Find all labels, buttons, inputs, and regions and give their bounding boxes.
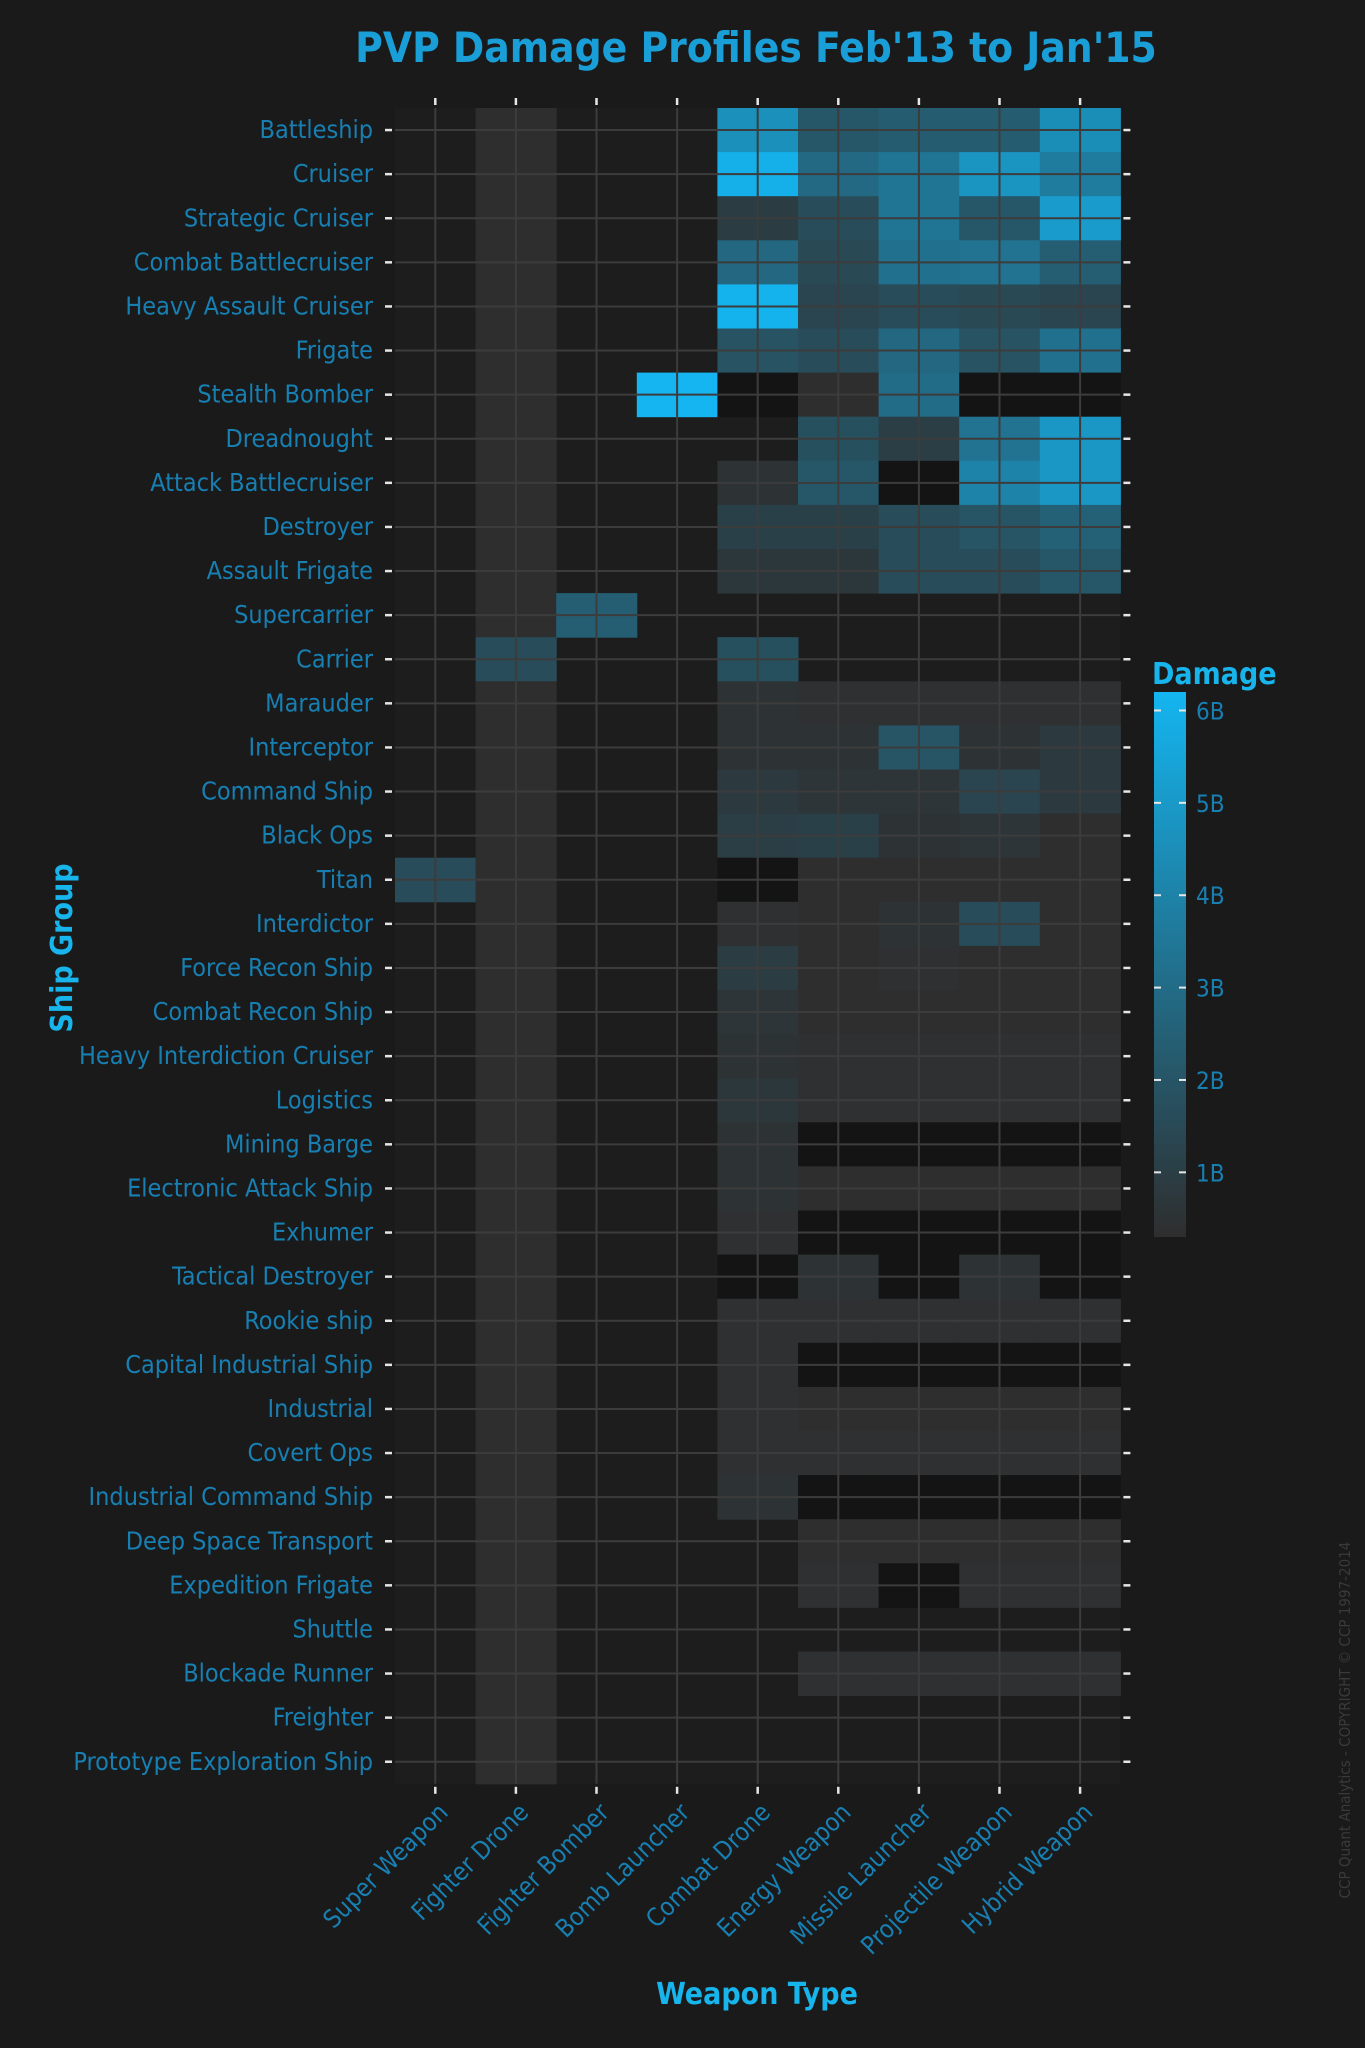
legend-ticks: 1B 2B 3B 4B 5B 6B <box>1154 697 1225 1187</box>
color-legend: Damage 1B 2B 3B 4B 5B 6B <box>1152 657 1277 1237</box>
chart-title: PVP Damage Profiles Feb'13 to Jan'15 <box>355 23 1157 72</box>
y-tick-label: Expedition Frigate <box>169 1570 373 1599</box>
copyright-text: CCP Quant Analytics - COPYRIGHT © CCP 19… <box>1336 1542 1354 1899</box>
y-tick-label: Frigate <box>296 336 373 365</box>
legend-color-bar <box>1154 692 1186 1237</box>
x-tick-label: Missile Launcher <box>784 1797 937 1950</box>
legend-tick-label: 4B <box>1196 882 1225 910</box>
y-tick-label: Heavy Interdiction Cruiser <box>79 1041 374 1070</box>
legend-tick-label: 3B <box>1196 975 1225 1003</box>
y-tick-label: Interdictor <box>256 909 374 938</box>
y-tick-label: Titan <box>316 865 373 894</box>
y-tick-label: Capital Industrial Ship <box>125 1350 373 1379</box>
y-tick-label: Stealth Bomber <box>197 380 373 409</box>
y-tick-label: Industrial <box>268 1394 373 1423</box>
legend-tick-label: 5B <box>1196 790 1225 818</box>
grid-lines <box>395 108 1121 1784</box>
y-tick-label: Cruiser <box>293 159 374 188</box>
y-tick-label: Assault Frigate <box>207 556 373 585</box>
y-tick-label: Battleship <box>260 115 373 144</box>
legend-tick-label: 6B <box>1196 697 1225 725</box>
y-tick-label: Carrier <box>296 644 374 673</box>
y-axis-title: Ship Group <box>45 863 80 1032</box>
y-tick-label: Black Ops <box>261 821 373 850</box>
y-tick-label: Dreadnought <box>225 424 373 453</box>
y-tick-label: Logistics <box>276 1085 373 1114</box>
y-tick-label: Mining Barge <box>225 1129 373 1158</box>
y-tick-label: Tactical Destroyer <box>171 1262 374 1291</box>
y-tick-label: Industrial Command Ship <box>89 1482 373 1511</box>
y-tick-label: Blockade Runner <box>183 1659 374 1688</box>
y-axis: Battleship Cruiser Strategic Cruiser Combat… <box>73 115 1131 1776</box>
y-tick-label: Shuttle <box>292 1614 373 1643</box>
y-tick-label: Force Recon Ship <box>180 953 373 982</box>
y-tick-label: Rookie ship <box>244 1306 373 1335</box>
y-tick-label: Combat Battlecruiser <box>134 247 374 276</box>
x-axis-title: Weapon Type <box>656 1977 858 2012</box>
y-tick-label: Interceptor <box>248 732 373 761</box>
y-tick-label: Combat Recon Ship <box>153 997 373 1026</box>
y-tick-label: Exhumer <box>272 1218 374 1247</box>
legend-tick-label: 2B <box>1196 1067 1225 1095</box>
y-tick-label: Heavy Assault Cruiser <box>125 291 373 320</box>
legend-tick-label: 1B <box>1196 1159 1225 1187</box>
y-tick-label: Attack Battlecruiser <box>150 468 373 497</box>
y-tick-label: Deep Space Transport <box>126 1526 373 1555</box>
y-tick-label: Freighter <box>273 1703 374 1732</box>
y-tick-label: Marauder <box>265 688 374 717</box>
y-tick-label: Prototype Exploration Ship <box>73 1747 373 1776</box>
y-tick-label: Destroyer <box>262 512 373 541</box>
legend-title: Damage <box>1152 657 1277 692</box>
y-tick-label: Supercarrier <box>234 600 374 629</box>
x-tick-label: Projectile Weapon <box>855 1798 1018 1961</box>
y-tick-label: Covert Ops <box>247 1438 373 1467</box>
y-tick-label: Strategic Cruiser <box>184 203 374 232</box>
y-tick-label: Command Ship <box>201 777 373 806</box>
y-tick-label: Electronic Attack Ship <box>127 1173 373 1202</box>
